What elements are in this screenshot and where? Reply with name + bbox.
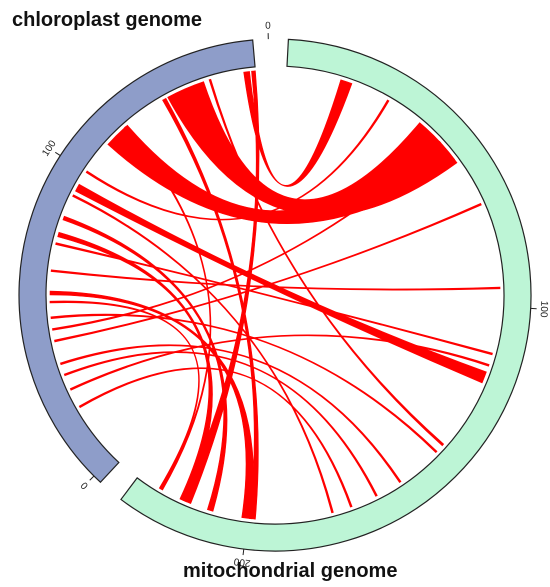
link-21-line [63, 351, 378, 497]
link-17-line [50, 313, 438, 454]
mitochondrial-tick-label-200: 200 [233, 555, 251, 568]
link-11-line [123, 126, 212, 491]
link-9-band [243, 71, 353, 187]
link-2-band [107, 124, 456, 225]
link-3-band [75, 183, 487, 384]
link-22-line [69, 334, 490, 391]
link-5-band [62, 215, 228, 512]
link-12-line [85, 99, 390, 221]
link-18-line [52, 140, 442, 331]
link-13-line [72, 194, 334, 514]
links-layer [49, 70, 501, 520]
link-8-band [162, 97, 259, 520]
link-20-line [59, 344, 402, 484]
mitochondrial-genome-title: mitochondrial genome [183, 560, 397, 582]
chloroplast-genome-title: chloroplast genome [12, 9, 202, 31]
chloroplast-tick-0 [89, 475, 95, 481]
chloroplast-genome-track [18, 39, 256, 484]
link-10-line [208, 78, 445, 447]
mitochondrial-genome-track [120, 38, 532, 552]
chloroplast-tick-label-100: 100 [40, 138, 59, 158]
link-19-line [54, 202, 482, 343]
link-15-line [50, 269, 501, 291]
link-14-line [55, 242, 493, 356]
chloroplast-tick-label-0: 0 [79, 479, 91, 491]
mitochondrial-tick-200 [242, 549, 245, 556]
chloroplast-tick-100 [54, 151, 61, 156]
link-23-line [78, 367, 353, 508]
mitochondrial-tick-label-100: 100 [538, 300, 550, 318]
tracks-layer [18, 38, 532, 552]
mitochondrial-tick-label-0: 0 [265, 21, 271, 32]
link-16-line [49, 300, 200, 490]
